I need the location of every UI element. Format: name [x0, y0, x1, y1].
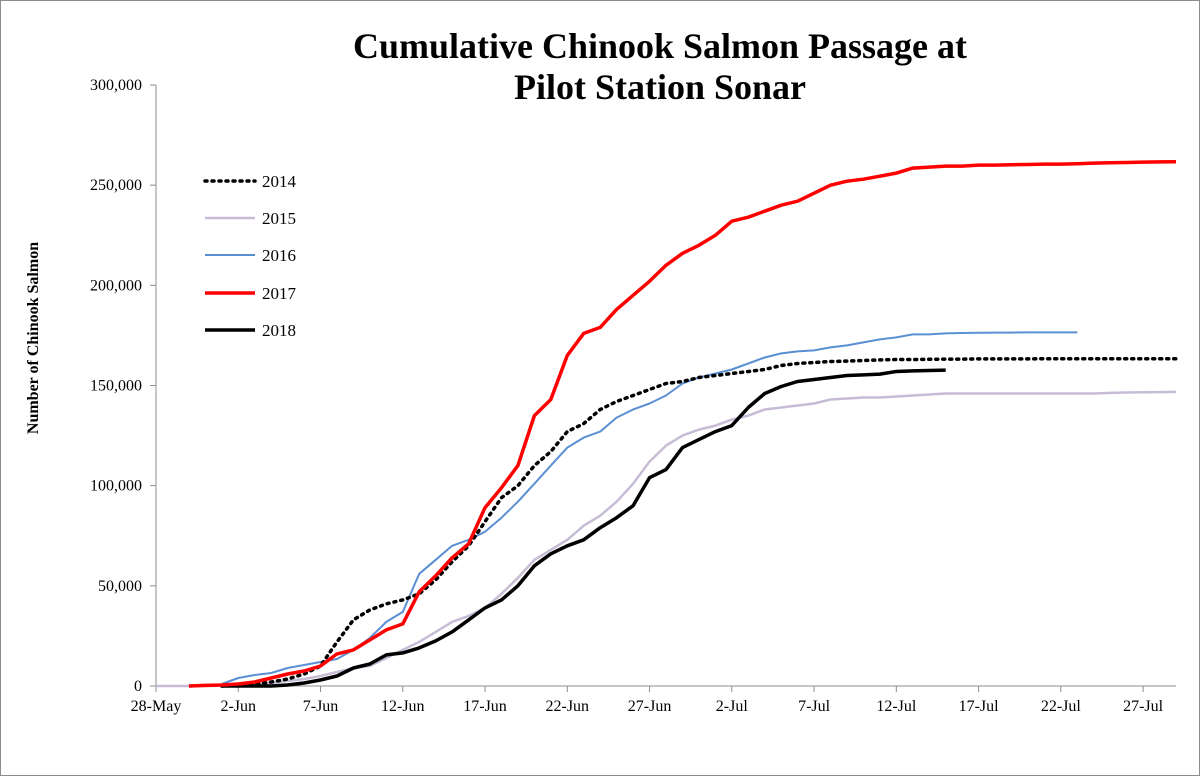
- y-tick-label: 150,000: [90, 378, 142, 395]
- series-line-2017: [188, 159, 1177, 688]
- series-line-2014: [220, 356, 1178, 688]
- legend-label-2015: 2015: [262, 209, 296, 228]
- x-tick-label: 7-Jul: [798, 698, 831, 715]
- x-tick-label: 22-Jun: [546, 698, 590, 715]
- legend-label-2014: 2014: [262, 172, 297, 191]
- x-tick-label: 27-Jul: [1123, 698, 1164, 715]
- y-tick-label: 300,000: [90, 77, 142, 94]
- y-tick-label: 50,000: [98, 578, 142, 595]
- x-tick-label: 7-Jun: [303, 698, 339, 715]
- x-tick-label: 2-Jun: [220, 698, 256, 715]
- series-line-2016: [221, 331, 1078, 685]
- y-tick-label: 200,000: [90, 277, 142, 294]
- y-tick-label: 250,000: [90, 177, 142, 194]
- y-tick-label: 100,000: [90, 478, 142, 495]
- series-line-2015: [156, 390, 1177, 688]
- legend-label-2017: 2017: [262, 284, 297, 303]
- x-tick-label: 27-Jun: [628, 698, 672, 715]
- series-line-2018: [221, 368, 946, 688]
- chart-title-line2: Pilot Station Sonar: [513, 67, 807, 107]
- x-tick-label: 28-May: [131, 698, 182, 715]
- legend-label-2018: 2018: [262, 321, 296, 340]
- x-tick-label: 12-Jun: [381, 698, 425, 715]
- y-tick-label: 0: [134, 678, 142, 695]
- x-tick-label: 17-Jun: [463, 698, 507, 715]
- x-tick-label: 17-Jul: [959, 698, 1000, 715]
- x-tick-label: 2-Jul: [716, 698, 749, 715]
- chart-title: Cumulative Chinook Salmon Passage at: [352, 26, 968, 66]
- x-tick-label: 22-Jul: [1041, 698, 1082, 715]
- legend-label-2016: 2016: [262, 246, 296, 265]
- x-tick-label: 12-Jul: [876, 698, 917, 715]
